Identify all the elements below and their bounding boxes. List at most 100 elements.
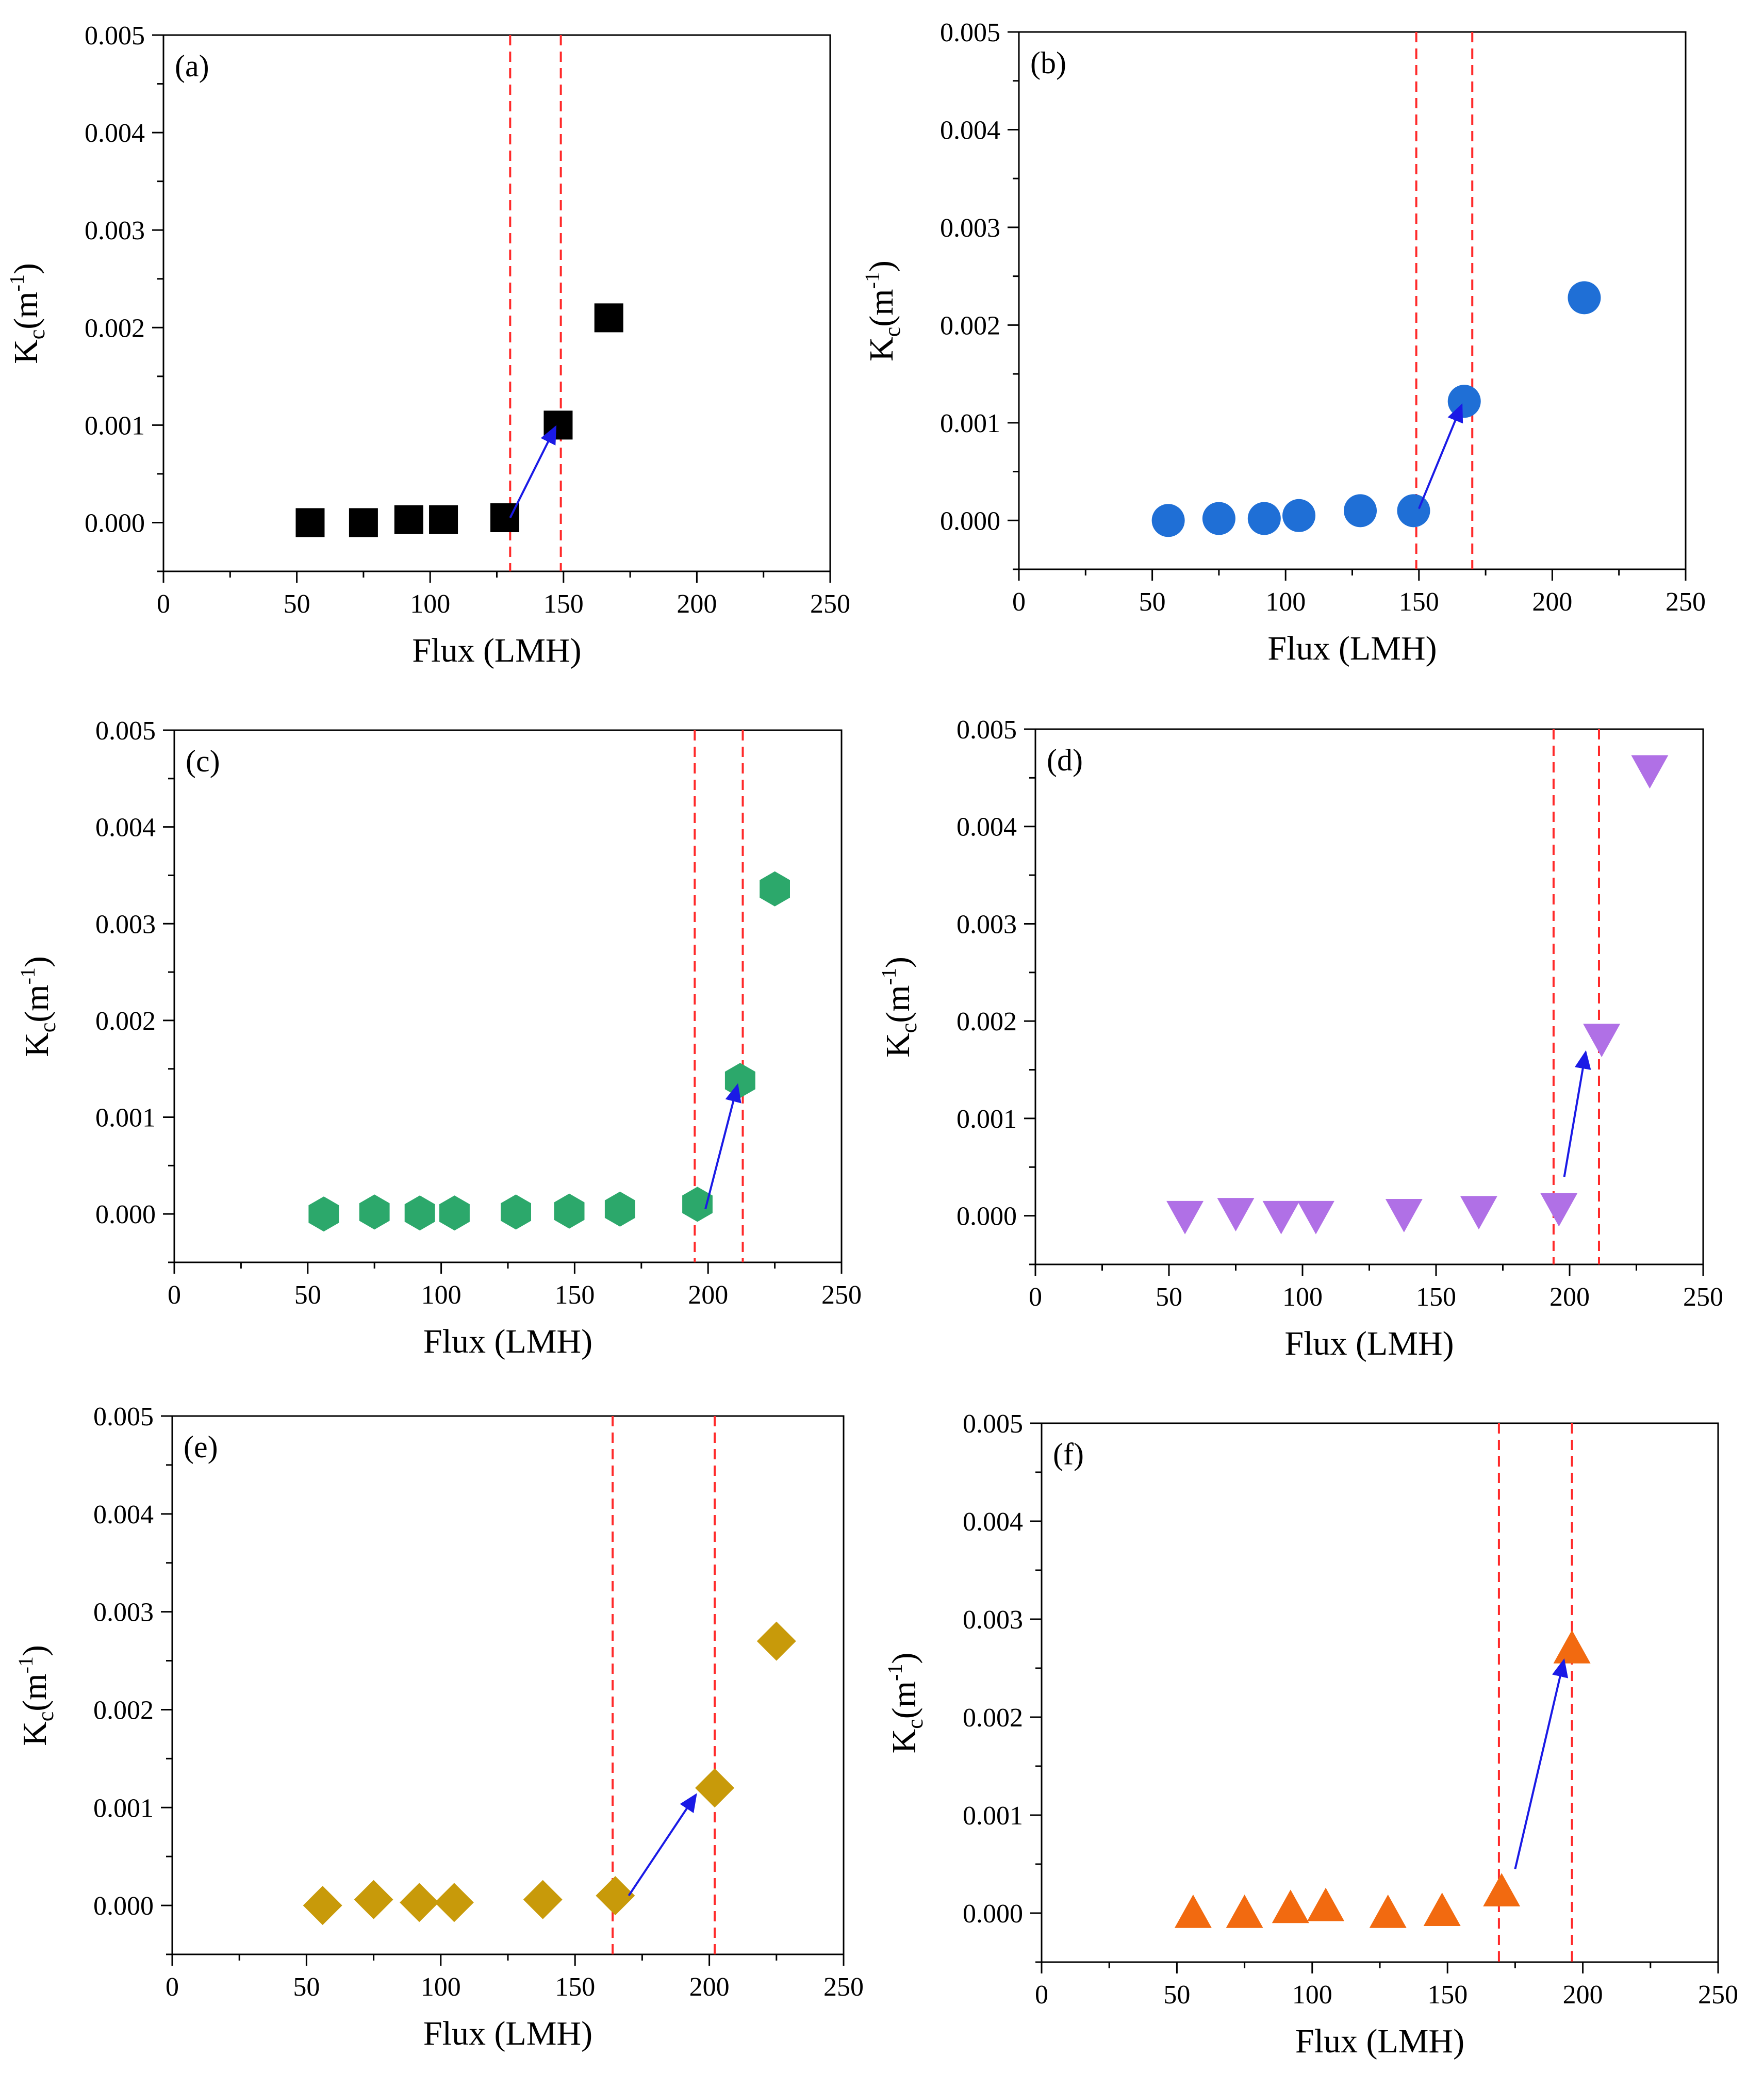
y-title-sub: c — [896, 1023, 921, 1033]
y-tick-label: 0.004 — [940, 116, 1000, 145]
y-title-sub: c — [33, 1712, 58, 1722]
panel-label: (f) — [1053, 1437, 1084, 1471]
y-tick-label: 0.002 — [957, 1007, 1017, 1036]
x-tick-label: 250 — [1666, 587, 1706, 617]
panel-label: (e) — [184, 1430, 218, 1464]
data-point — [760, 871, 790, 907]
y-title-unit: (m — [863, 289, 900, 326]
panel-e: 0 50 100 150 200 250 0.000 0.001 0.002 0.003 0.004… — [14, 1402, 864, 2052]
x-tick-label: 150 — [555, 1972, 595, 2002]
x-tick-label: 150 — [543, 589, 584, 619]
data-point — [1483, 1873, 1521, 1906]
data-point — [359, 1194, 390, 1230]
x-tick-label: 50 — [294, 1280, 321, 1310]
data-point — [1151, 504, 1185, 537]
data-point — [1226, 1895, 1263, 1928]
x-tick-label: 200 — [677, 589, 717, 619]
y-tick-label: 0.004 — [963, 1507, 1023, 1537]
panel-a: 0 50 100 150 200 250 0.000 0.001 0.002 0.003 0.004… — [5, 21, 850, 669]
x-tick-label: 0 — [1012, 587, 1026, 617]
y-title-main: K — [885, 1729, 923, 1754]
y-tick-label: 0.002 — [95, 1007, 156, 1036]
data-point — [1202, 502, 1235, 535]
x-axis-title: Flux (LMH) — [1284, 1325, 1454, 1362]
data-point — [429, 505, 458, 534]
data-point — [756, 1621, 796, 1661]
y-axis-title: Kc(m-1) — [14, 1645, 58, 1746]
x-tick-label: 200 — [1563, 1980, 1603, 2010]
y-tick-label: 0.003 — [963, 1605, 1023, 1635]
data-point — [1282, 499, 1316, 532]
data-point — [1297, 1200, 1334, 1235]
panel-f-frame — [1041, 1422, 1719, 1963]
trend-arrow — [1417, 403, 1463, 509]
data-point — [594, 303, 623, 333]
data-point — [404, 1195, 435, 1231]
panel-f: 0 50 100 150 200 250 0.000 0.001 0.002 0.003 0.004… — [883, 1409, 1738, 2060]
x-axis-title: Flux (LMH) — [1295, 2022, 1464, 2060]
y-axis-title: Kc(m-1) — [883, 1653, 928, 1754]
y-tick-label: 0.005 — [95, 716, 156, 746]
data-point — [604, 1191, 635, 1227]
x-axis-title: Flux (LMH) — [423, 1323, 592, 1360]
y-title-unit: (m — [879, 985, 917, 1023]
panel-c-frame — [173, 729, 843, 1263]
trend-arrow — [704, 1083, 741, 1210]
y-title-close: ) — [885, 1653, 923, 1664]
y-tick-label: 0.000 — [963, 1899, 1023, 1929]
panel-label: (b) — [1030, 46, 1066, 80]
data-point — [543, 410, 573, 440]
x-tick-label: 250 — [1698, 1980, 1738, 2010]
x-tick-label: 100 — [1265, 587, 1306, 617]
trend-arrow — [509, 425, 557, 518]
x-tick-label: 0 — [166, 1972, 179, 2002]
y-tick-label: 0.000 — [957, 1202, 1017, 1231]
data-point — [1447, 385, 1481, 418]
y-tick-label: 0.001 — [93, 1793, 154, 1823]
x-tick-label: 100 — [1282, 1282, 1323, 1312]
x-tick-label: 100 — [1292, 1980, 1332, 2010]
data-point — [354, 1880, 393, 1919]
y-title-close: ) — [863, 260, 900, 272]
x-tick-label: 150 — [1416, 1282, 1456, 1312]
data-point — [523, 1880, 563, 1919]
y-tick-label: 0.002 — [963, 1703, 1023, 1733]
y-title-sup: -1 — [877, 968, 900, 985]
data-point — [1344, 494, 1377, 528]
data-point — [1217, 1198, 1255, 1231]
y-title-unit: (m — [885, 1681, 923, 1719]
y-title-main: K — [879, 1033, 917, 1058]
y-title-sub: c — [902, 1719, 928, 1729]
y-tick-label: 0.000 — [940, 506, 1000, 536]
y-title-main: K — [7, 339, 45, 364]
x-tick-label: 150 — [1427, 1980, 1468, 2010]
x-tick-label: 0 — [1029, 1282, 1042, 1312]
y-tick-label: 0.005 — [85, 21, 145, 51]
panel-label: (d) — [1047, 743, 1083, 777]
y-title-sup: -1 — [861, 272, 884, 289]
data-point — [1174, 1895, 1212, 1928]
panel-c: 0 50 100 150 200 250 0.000 0.001 0.002 0.003 0.004… — [16, 716, 862, 1360]
y-tick-label: 0.002 — [85, 314, 145, 343]
y-title-sup: -1 — [14, 1656, 37, 1673]
y-tick-label: 0.004 — [95, 813, 156, 843]
x-tick-label: 150 — [1399, 587, 1439, 617]
x-tick-label: 50 — [284, 589, 310, 619]
y-title-sub: c — [880, 327, 905, 337]
y-tick-label: 0.001 — [957, 1105, 1017, 1134]
x-tick-label: 250 — [1683, 1282, 1723, 1312]
y-title-unit: (m — [16, 1673, 54, 1711]
y-tick-label: 0.003 — [957, 910, 1017, 939]
x-tick-label: 100 — [410, 589, 450, 619]
y-title-sub: c — [24, 330, 50, 340]
x-tick-label: 50 — [293, 1972, 320, 2002]
y-title-main: K — [863, 337, 900, 361]
x-tick-label: 50 — [1139, 587, 1166, 617]
y-tick-label: 0.003 — [95, 910, 156, 939]
x-tick-label: 200 — [689, 1972, 730, 2002]
x-tick-label: 50 — [1163, 1980, 1190, 2010]
x-tick-label: 150 — [554, 1280, 595, 1310]
data-point — [434, 1883, 474, 1922]
